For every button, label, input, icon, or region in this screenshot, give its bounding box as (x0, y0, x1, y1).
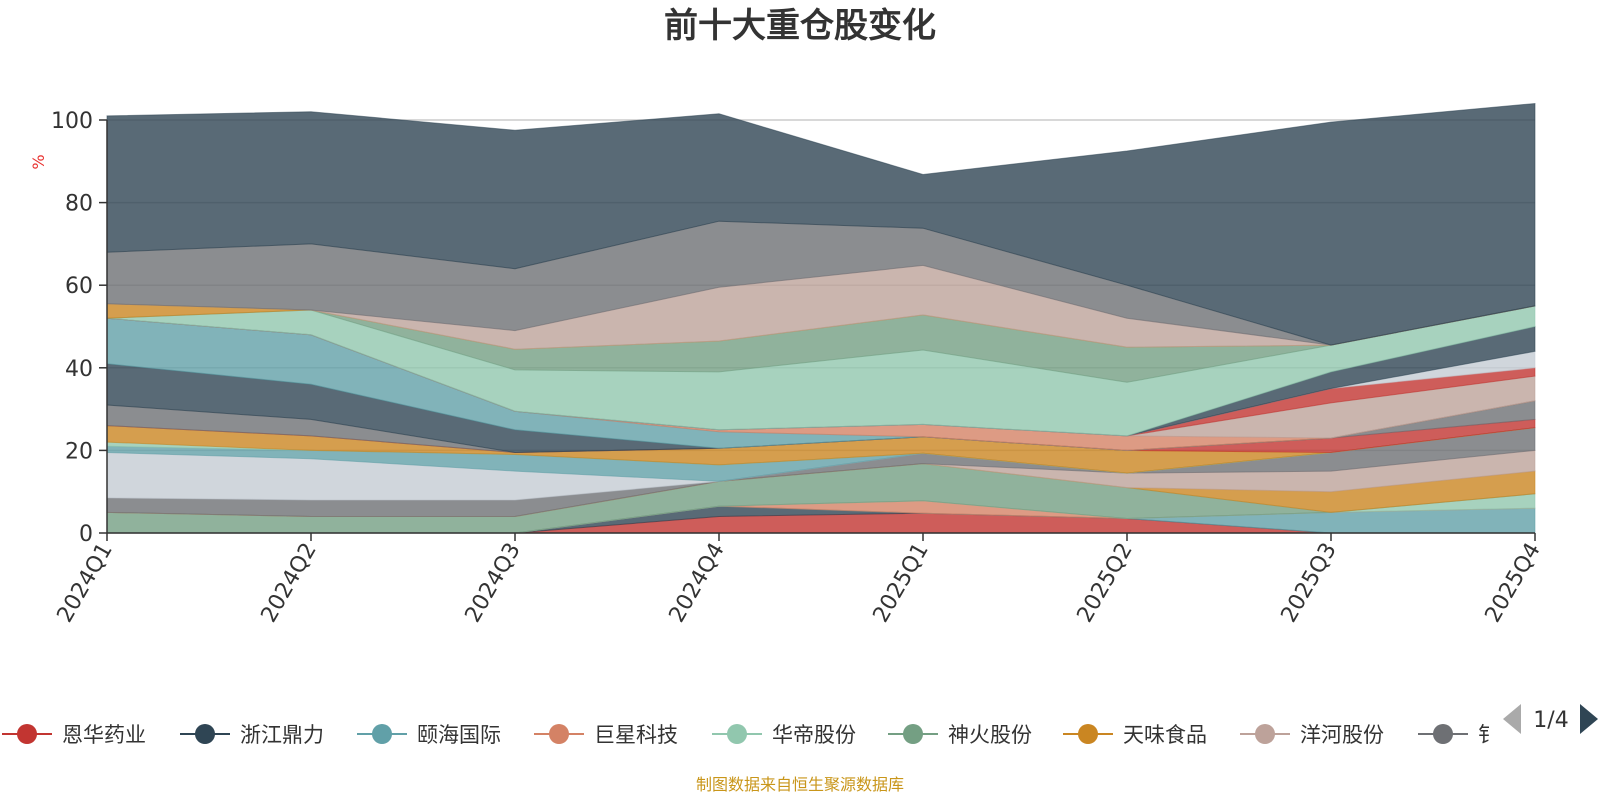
x-tick-label: 2025Q4 (1481, 539, 1546, 627)
legend-label: 浙江鼎力 (240, 723, 324, 747)
x-tick-label: 2024Q4 (665, 539, 730, 627)
legend-item-1[interactable]: 恩华药业 (2, 723, 146, 747)
legend-prev-page-icon[interactable] (1503, 704, 1521, 734)
y-tick-label: 40 (65, 357, 93, 382)
chart-title: 前十大重仓股变化 (664, 6, 936, 46)
data-source-note: 制图数据来自恒生聚源数据库 (696, 775, 904, 794)
legend-next-page-icon[interactable] (1580, 704, 1598, 734)
legend-item-5[interactable]: 华帝股份 (712, 723, 856, 747)
x-tick-label: 2024Q3 (461, 539, 526, 627)
x-tick-label: 2025Q2 (1073, 539, 1138, 627)
legend-item-2[interactable]: 浙江鼎力 (180, 723, 324, 747)
legend-label: 钅 (1478, 723, 1499, 747)
legend-item-4[interactable]: 巨星科技 (534, 723, 678, 747)
legend-pager: 1/4 (1503, 704, 1598, 734)
legend-marker (549, 724, 569, 744)
y-tick-label: 20 (65, 439, 93, 464)
legend-label: 洋河股份 (1300, 723, 1384, 747)
y-tick-label: 100 (51, 109, 93, 134)
y-tick-label: 0 (79, 522, 93, 547)
legend-label: 颐海国际 (417, 723, 501, 747)
y-tick-label: 80 (65, 192, 93, 217)
legend-marker (1433, 724, 1453, 744)
legend-item-7[interactable]: 天味食品 (1063, 723, 1207, 747)
legend-marker (372, 724, 392, 744)
legend-marker (195, 724, 215, 744)
x-tick-label: 2024Q2 (257, 539, 322, 627)
legend-page-indicator: 1/4 (1533, 708, 1568, 733)
y-axis-unit-label: % (29, 154, 48, 169)
plot-area: 0 20 40 60 80 100 2024Q1 2024Q2 2024Q3 2024Q4 2025… (51, 102, 1546, 627)
area-series-28 (106, 102, 1536, 346)
legend-marker (17, 724, 37, 744)
x-tick-label: 2025Q1 (869, 539, 934, 627)
legend-label: 神火股份 (948, 723, 1032, 747)
legend-label: 巨星科技 (594, 723, 678, 747)
legend-item-9[interactable]: 钅 (1418, 723, 1499, 747)
legend-marker (903, 724, 923, 744)
legend-label: 华帝股份 (772, 723, 856, 747)
legend-marker (1078, 724, 1098, 744)
legend-label: 恩华药业 (62, 723, 146, 747)
legend-marker (727, 724, 747, 744)
legend-item-3[interactable]: 颐海国际 (357, 723, 501, 747)
x-tick-label: 2024Q1 (53, 539, 118, 627)
x-tick-label: 2025Q3 (1277, 539, 1342, 627)
legend-label: 天味食品 (1123, 723, 1207, 747)
legend: 恩华药业 浙江鼎力 颐海国际 巨星科技 华帝股份 神火股份 天味食品 洋河股份 钅 (2, 723, 1499, 747)
legend-item-6[interactable]: 神火股份 (888, 723, 1032, 747)
legend-item-8[interactable]: 洋河股份 (1240, 723, 1384, 747)
legend-marker (1255, 724, 1275, 744)
y-tick-label: 60 (65, 274, 93, 299)
